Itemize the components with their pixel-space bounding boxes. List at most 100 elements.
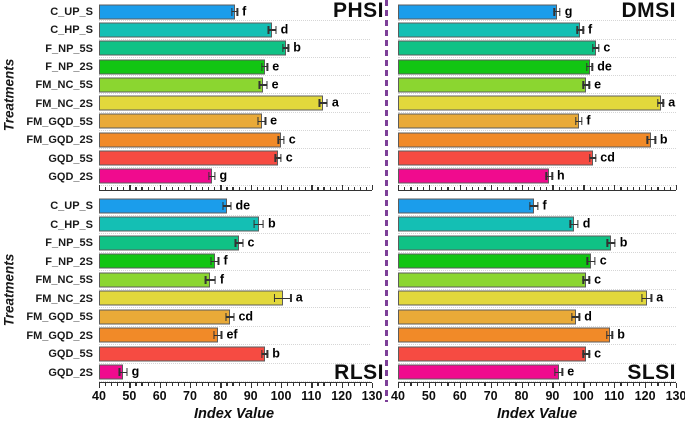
minor-tick — [196, 383, 198, 386]
minor-tick — [663, 383, 665, 386]
major-tick — [281, 383, 283, 388]
major-tick — [159, 383, 161, 388]
category-label: GQD_5S — [48, 152, 93, 165]
significance-letter: e — [272, 58, 280, 73]
major-tick — [311, 383, 313, 388]
significance-letter: c — [594, 272, 602, 287]
bar-f_np_2s — [99, 59, 265, 75]
minor-tick — [422, 187, 424, 190]
significance-letter: d — [582, 216, 591, 231]
panel-rlsi: de b c f f a cd ef b g RLSI — [99, 197, 384, 384]
bar-row: a — [99, 290, 370, 308]
error-bar — [210, 257, 220, 266]
minor-tick — [503, 187, 505, 190]
minor-tick — [226, 187, 228, 190]
major-tick — [190, 383, 192, 388]
minor-tick — [238, 383, 240, 386]
significance-letter: c — [594, 346, 602, 361]
minor-tick — [317, 187, 319, 190]
minor-tick — [274, 383, 277, 386]
minor-tick — [472, 187, 474, 190]
major-tick — [459, 383, 461, 388]
bar-row: b — [99, 40, 370, 58]
significance-letter: ef — [226, 327, 238, 342]
bar-row: c — [99, 131, 370, 150]
major-tick — [398, 185, 400, 190]
category-label: FM_GQD_2S — [26, 134, 93, 147]
minor-tick — [404, 383, 406, 386]
minor-tick — [533, 187, 536, 190]
minor-tick — [484, 187, 486, 190]
bar-row: b — [398, 131, 676, 150]
error-bar — [257, 117, 267, 126]
minor-tick — [365, 383, 368, 386]
minor-tick — [183, 187, 186, 190]
minor-tick — [305, 187, 307, 190]
minor-tick — [509, 187, 511, 190]
minor-tick — [177, 383, 180, 386]
bar-f_np_2s — [398, 59, 590, 75]
major-tick — [645, 185, 647, 190]
minor-tick — [171, 383, 173, 386]
bar-fm_nc_5s — [398, 77, 587, 93]
minor-tick — [509, 383, 511, 386]
minor-tick — [274, 187, 277, 190]
minor-tick — [478, 383, 480, 386]
minor-tick — [620, 187, 622, 190]
significance-letter: e — [270, 113, 278, 128]
minor-tick — [232, 383, 234, 386]
minor-tick — [244, 383, 246, 386]
significance-letter: c — [288, 132, 296, 147]
minor-tick — [663, 187, 665, 190]
significance-letter: de — [235, 198, 251, 213]
bar-c_up_s — [398, 198, 534, 214]
major-tick — [614, 185, 616, 190]
significance-letter: b — [293, 40, 301, 55]
minor-tick — [472, 383, 474, 386]
minor-tick — [608, 187, 610, 190]
minor-tick — [177, 187, 180, 190]
bar-row: d — [398, 308, 676, 327]
panel-divider-line — [385, 0, 388, 402]
major-tick — [428, 185, 431, 190]
minor-tick — [268, 187, 271, 190]
minor-tick — [111, 383, 113, 386]
category-label: C_HP_S — [50, 218, 93, 231]
minor-tick — [577, 383, 579, 386]
minor-tick — [299, 187, 301, 190]
minor-tick — [638, 187, 641, 190]
minor-tick — [105, 187, 107, 190]
minor-tick — [117, 383, 119, 386]
minor-tick — [287, 383, 289, 386]
minor-tick — [651, 187, 653, 190]
bar-row: f — [99, 3, 370, 22]
minor-tick — [208, 383, 210, 386]
bar-fm_gqd_5s — [99, 309, 230, 325]
minor-tick — [595, 187, 597, 190]
minor-tick — [287, 187, 289, 190]
minor-tick — [293, 383, 295, 386]
x-tick-label: 40 — [391, 389, 405, 403]
minor-tick — [268, 383, 271, 386]
error-bar — [225, 312, 235, 321]
x-tick-label: 110 — [301, 389, 322, 403]
bar-fm_gqd_5s — [99, 113, 262, 129]
bar-row: cd — [398, 149, 676, 168]
minor-tick — [496, 187, 499, 190]
significance-letter: b — [272, 346, 280, 361]
bar-row: d — [398, 216, 676, 234]
category-label: GQD_2S — [48, 366, 93, 379]
major-tick — [552, 383, 554, 388]
significance-letter: c — [285, 150, 293, 165]
bar-fm_gqd_2s — [99, 132, 282, 148]
x-tick-label: 40 — [92, 389, 106, 403]
bar-row: de — [99, 197, 370, 216]
bar-row: b — [398, 327, 676, 345]
significance-letter: e — [594, 77, 602, 92]
category-label: FM_NC_5S — [35, 274, 93, 287]
significance-letter: e — [271, 77, 279, 92]
error-bar — [208, 172, 216, 181]
error-bar — [545, 172, 554, 181]
category-label: FM_NC_2S — [35, 97, 93, 110]
minor-tick — [196, 187, 198, 190]
